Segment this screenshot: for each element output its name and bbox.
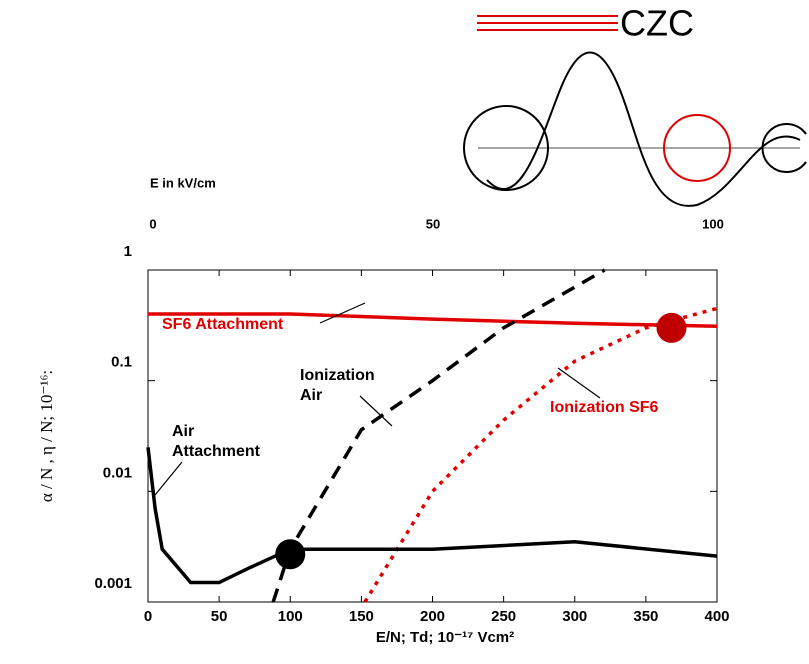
x-tick-label: 200 [420, 608, 445, 625]
x-tick-label: 150 [349, 608, 374, 625]
y-tick-label: 0.1 [111, 354, 132, 371]
y-tick-label: 0.001 [94, 575, 132, 592]
x-tick-label: 300 [562, 608, 587, 625]
x-tick-label: 350 [633, 608, 658, 625]
annotation: Ionization SF6 [550, 399, 659, 416]
annotation: Ionization [300, 367, 375, 384]
series-line [363, 306, 718, 603]
y-tick-label: 0.01 [103, 464, 132, 481]
x-tick-label: 50 [211, 608, 228, 625]
annotation: Air [172, 423, 194, 440]
x2-tick-label: 50 [426, 216, 440, 231]
x2-tick-label: 0 [149, 216, 156, 231]
series-line [148, 312, 718, 329]
x-tick-label: 100 [278, 608, 303, 625]
logo: CZC [463, 3, 807, 207]
x-tick-label: 400 [704, 608, 729, 625]
marker [275, 539, 306, 570]
logo-wave [486, 51, 801, 207]
annotation: Air [300, 387, 322, 404]
annotation: SF6 Attachment [162, 316, 284, 333]
annotation: Attachment [172, 443, 261, 460]
y-axis-label: α / N , η / N; 10⁻¹⁶: [37, 370, 56, 502]
logo-circle [463, 105, 549, 191]
logo-circle [663, 114, 731, 182]
logo-text: CZC [620, 3, 694, 44]
x2-tick-label: 100 [702, 216, 724, 231]
annotation-leader [359, 395, 393, 427]
marker [656, 312, 687, 343]
x-axis-label: E/N; Td; 10⁻¹⁷ Vcm² [376, 629, 514, 646]
annotation-leader [557, 367, 601, 399]
annotation-leader [319, 302, 366, 324]
x-tick-label: 250 [491, 608, 516, 625]
x2-axis-label: E in kV/cm [150, 175, 216, 190]
y-tick-label: 1 [124, 243, 132, 260]
x-tick-label: 0 [144, 608, 152, 625]
series-line [146, 447, 718, 585]
annotation-leader [154, 461, 183, 496]
